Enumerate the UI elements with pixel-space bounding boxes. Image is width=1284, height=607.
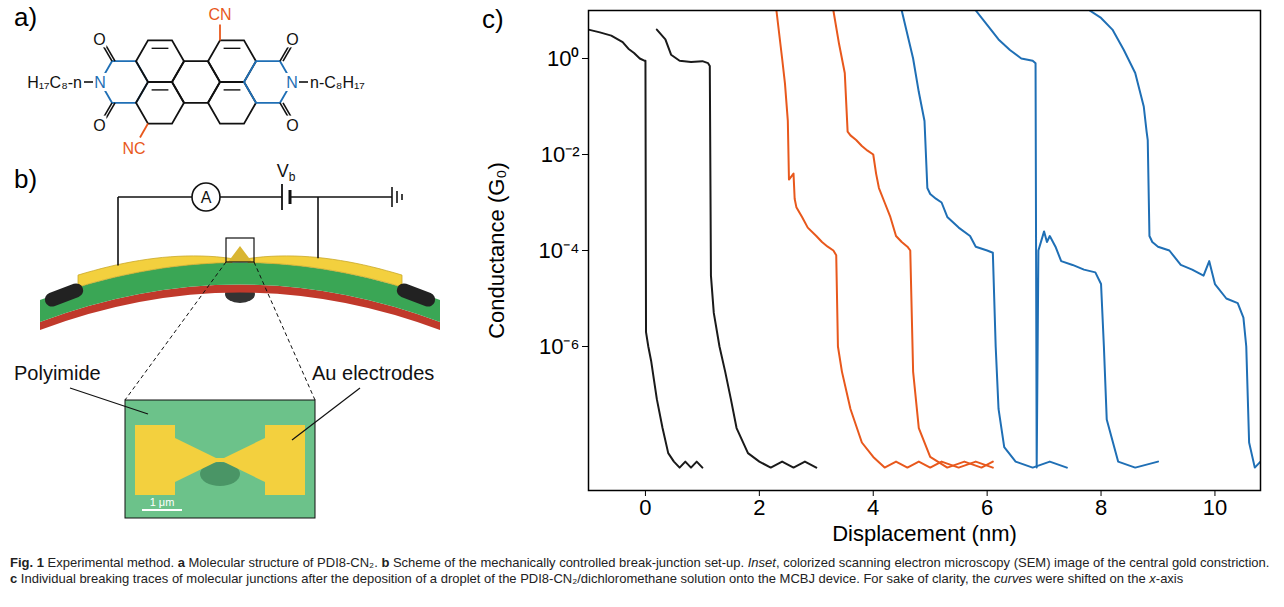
svg-text:10: 10 [1203,495,1227,520]
svg-text:CN: CN [208,6,231,23]
svg-text:H₁₇C₈-n: H₁₇C₈-n [27,74,82,91]
html-text:Fig. 1 Experimental method. a: Fig. 1 Experimental method. a Molecular … [10,555,1270,570]
svg-text:O: O [93,117,105,134]
svg-text:Vb: Vb [277,161,296,184]
svg-text:N: N [94,74,106,91]
svg-text:0: 0 [639,495,651,520]
svg-text:Polyimide: Polyimide [14,362,101,384]
svg-text:4: 4 [867,495,879,520]
svg-text:10⁻⁶: 10⁻⁶ [539,334,580,359]
svg-text:Displacement (nm): Displacement (nm) [832,521,1017,546]
svg-text:O: O [286,117,298,134]
svg-text:10⁻²: 10⁻² [541,142,580,167]
svg-text:b): b) [14,164,37,194]
svg-text:2: 2 [753,495,765,520]
html-text:c): c) [482,4,504,34]
svg-text:A: A [201,189,212,206]
svg-text:a): a) [14,2,37,32]
svg-text:Conductance (G₀): Conductance (G₀) [484,162,509,339]
svg-text:1 μm: 1 μm [150,496,175,508]
svg-text:O: O [286,31,298,48]
svg-text:NC: NC [122,140,145,157]
svg-text:N: N [286,74,298,91]
svg-text:n-C₈H₁₇: n-C₈H₁₇ [310,74,365,91]
svg-text:8: 8 [1095,495,1107,520]
svg-text:10⁻⁴: 10⁻⁴ [539,238,580,263]
svg-text:10⁰: 10⁰ [547,46,579,71]
html-text:c Individual breaking traces o: c Individual breaking traces of molecula… [10,571,1184,586]
svg-text:O: O [93,31,105,48]
svg-text:6: 6 [981,495,993,520]
svg-text:Au electrodes: Au electrodes [312,362,434,384]
